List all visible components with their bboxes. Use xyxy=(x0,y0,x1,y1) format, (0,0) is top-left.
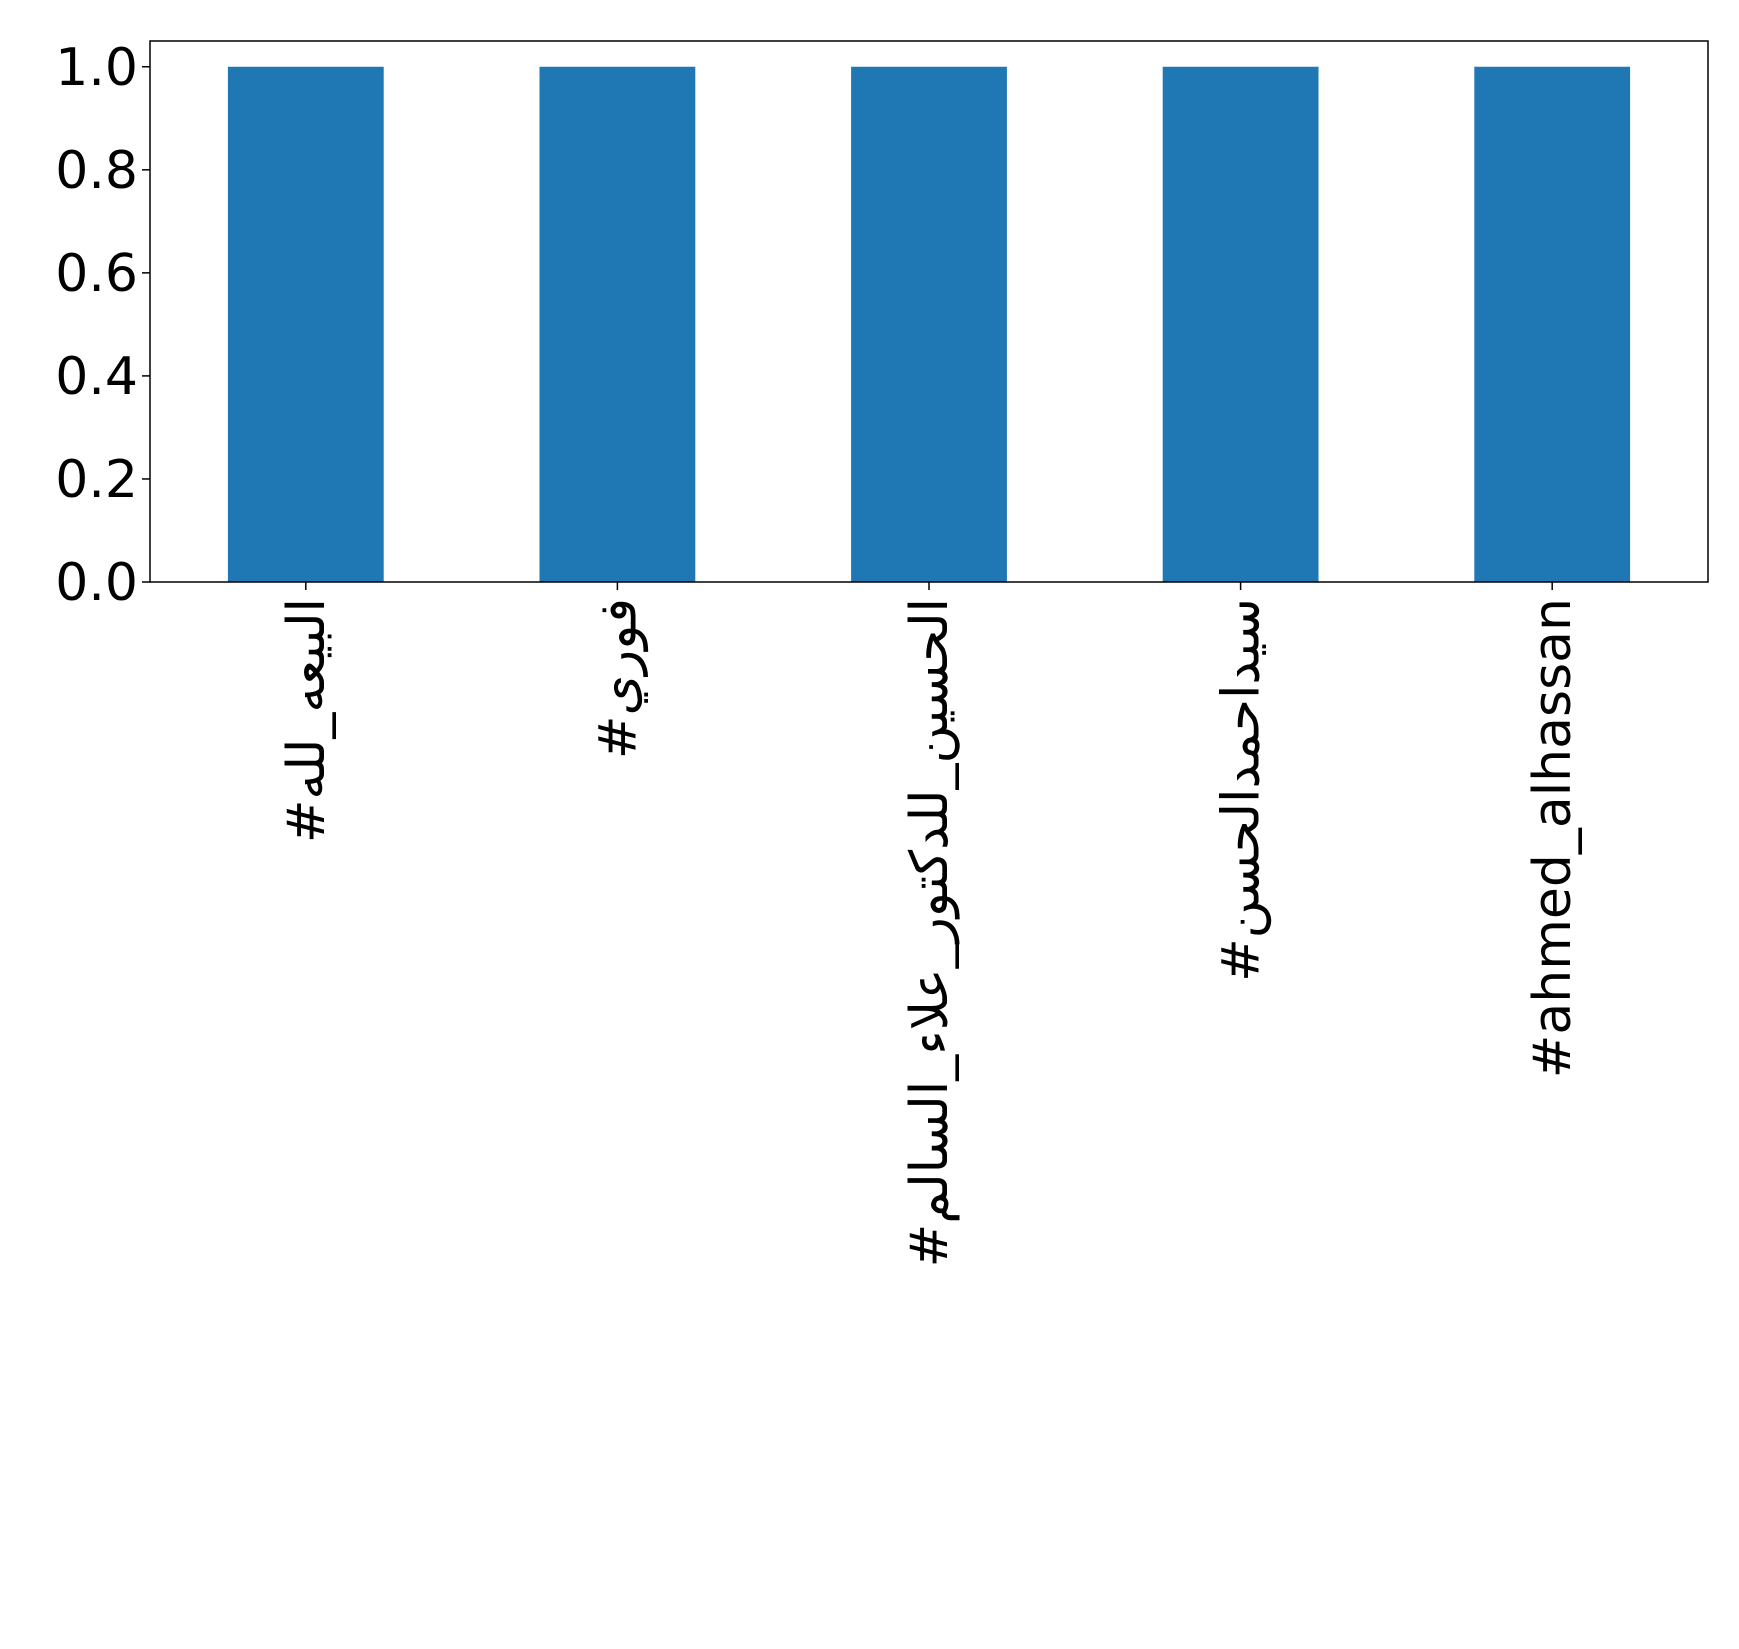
y-tick-label: 0.4 xyxy=(55,347,138,407)
y-tick-label: 0.0 xyxy=(55,553,138,613)
x-tick-label: #ahmed_alhassan xyxy=(1523,598,1583,1078)
x-tick-label: #سيداحمدالحسن xyxy=(1212,598,1272,982)
bar xyxy=(539,66,696,582)
x-tick-label: #الحسين_للدكتور_علاء_السالم xyxy=(900,598,960,1267)
y-tick-label: 0.8 xyxy=(55,141,138,201)
bar xyxy=(227,66,384,582)
x-tick-label: #فوري xyxy=(588,598,648,759)
bar xyxy=(1162,66,1319,582)
bar xyxy=(1474,66,1631,582)
y-tick-label: 0.6 xyxy=(55,244,138,304)
y-tick-label: 1.0 xyxy=(55,38,138,98)
y-tick-label: 0.2 xyxy=(55,450,138,510)
bar xyxy=(851,66,1007,582)
plot-frame xyxy=(149,40,1709,583)
x-tick-label: #البيعه_لله xyxy=(277,598,337,843)
